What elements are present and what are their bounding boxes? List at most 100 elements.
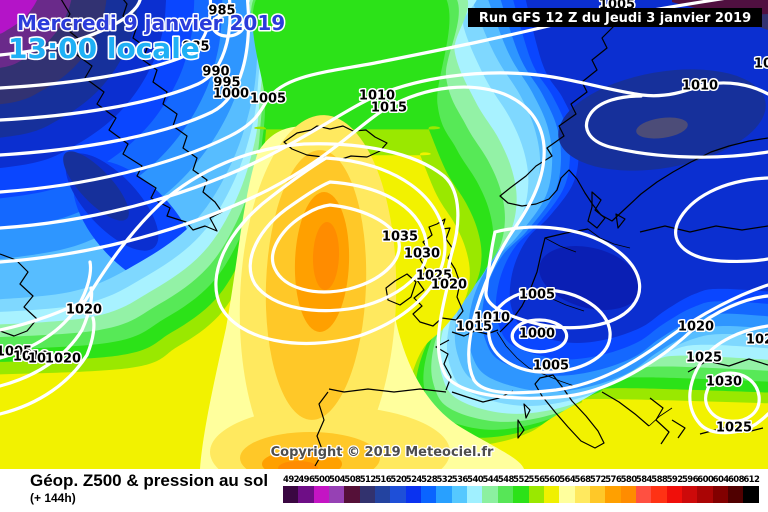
isobar-line [0,85,768,395]
legend-item: 496 [298,475,315,503]
legend-swatch [620,486,636,503]
legend-item: 528 [421,475,438,503]
pressure-value-label: 995 [213,76,240,91]
legend-item: 608 [727,475,745,503]
legend-item: 532 [436,475,453,503]
coastline [385,273,417,306]
legend-swatch [651,486,667,503]
isobar-line [0,142,768,400]
isobar-line [214,156,447,346]
pressure-value-label: 1035 [382,230,418,245]
legend-swatch [666,486,682,503]
legend-item: 580 [620,475,637,503]
legend-swatch [451,486,468,503]
legend-value: 496 [298,475,315,485]
pressure-value-label: 1010 [359,89,395,104]
legend-value: 564 [559,475,576,485]
pressure-value-label: 1015 [371,101,407,116]
pressure-value-label: 1020 [678,320,714,335]
legend-value: 528 [421,475,438,485]
pressure-field-band [0,0,38,34]
legend-swatch [313,486,330,503]
legend-value: 512 [359,475,377,485]
coastline [60,0,223,232]
legend-value: 612 [743,475,760,485]
isobar-line [487,288,612,374]
isobar-line [674,176,768,263]
coastline [601,391,650,427]
legend-item: 552 [513,475,530,503]
isobar-line [0,0,232,122]
legend-item: 516 [375,475,392,503]
model-run-banner [468,8,762,27]
isobar-line [271,203,401,294]
legend-value: 600 [697,475,714,485]
legend-swatch [528,486,544,503]
pressure-value-label: 1010 [682,79,718,94]
legend-value: 588 [651,475,668,485]
geopotential-legend: 492 496 500 504 508 512 516 520 524 528 532 536 540 5… [283,475,760,503]
pressure-value-label: 1025 [416,269,452,284]
pressure-value-label: 1020 [45,352,81,367]
legend-swatch [605,486,621,503]
isobar-line [484,225,642,330]
legend-item: 568 [574,475,591,503]
legend-item: 508 [344,475,361,503]
coastline [615,213,626,229]
legend-item: 596 [681,475,699,503]
pressure-value-label: 1025 [686,351,722,366]
legend-swatch [559,486,575,503]
pressure-field-patch [278,461,318,469]
legend-swatch [543,486,560,503]
legend-value: 516 [375,475,392,485]
coastline [639,225,768,233]
country-border [587,228,631,249]
legend-value: 560 [543,475,561,485]
legend-swatch [467,486,483,503]
forecast-hour-label: (+ 144h) [30,491,76,505]
legend-item: 512 [359,475,377,503]
country-border [542,373,578,388]
legend-item: 548 [497,475,514,503]
legend-swatch [497,486,514,503]
legend-swatch [482,486,498,503]
pressure-value-label: 1005 [250,92,286,107]
legend-item: 556 [528,475,545,503]
coastline [328,388,447,393]
legend-item: 544 [482,475,499,503]
isobar-line [585,94,768,159]
legend-item: 504 [329,475,346,503]
coastline [499,228,589,333]
pressure-field-patch [636,117,688,139]
legend-swatch [697,486,713,503]
country-border [529,289,585,312]
legend-swatch [513,486,529,503]
pressure-field-patch [63,151,129,221]
pressure-value-label: 1000 [213,87,249,102]
legend-value: 520 [390,475,407,485]
legend-item: 588 [651,475,668,503]
legend-value: 540 [467,475,484,485]
legend-value: 508 [344,475,361,485]
legend-value: 492 [283,475,300,485]
legend-value: 592 [666,475,684,485]
pressure-value-label: 1030 [706,375,742,390]
legend-swatch [574,486,590,503]
legend-value: 584 [635,475,653,485]
country-border [648,407,673,427]
legend-item: 600 [697,475,714,503]
isobar-line [248,180,429,313]
legend-swatch [681,486,698,503]
pressure-value-label: 1015 [456,320,492,335]
legend-swatch [359,486,376,503]
legend-swatch [589,486,606,503]
legend-value: 536 [451,475,469,485]
map-footer: Géop. Z500 & pression au sol (+ 144h) 49… [0,469,768,512]
country-border [544,237,577,253]
legend-swatch [743,486,759,503]
legend-value: 504 [329,475,346,485]
coastline [314,391,329,467]
